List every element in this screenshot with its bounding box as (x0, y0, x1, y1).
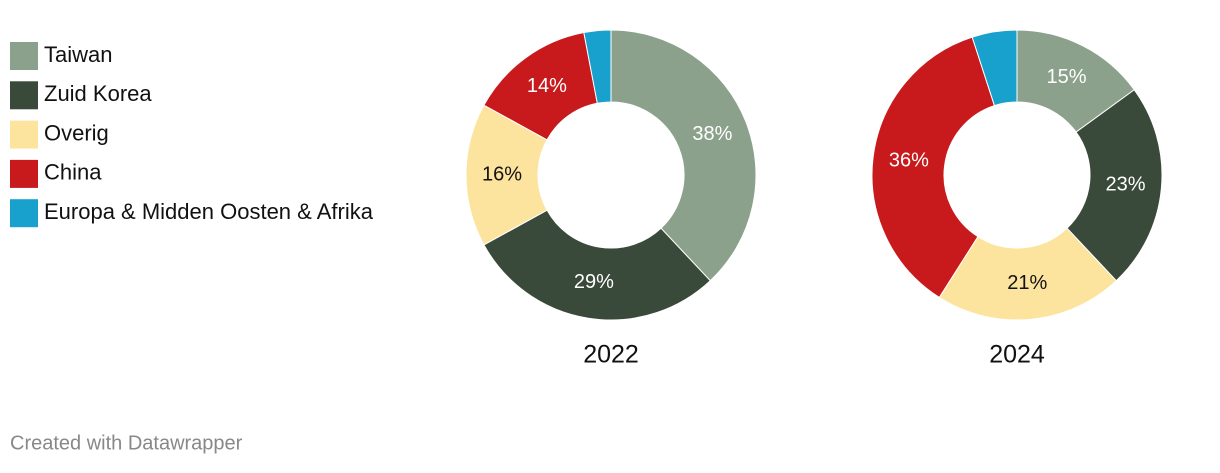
value-label: 38% (692, 123, 732, 145)
donut-slice (938, 227, 1117, 321)
donut-slice (971, 29, 1018, 107)
donut-slice (610, 29, 757, 282)
legend-label: Zuid Korea (44, 81, 152, 106)
value-label: 29% (574, 271, 614, 293)
value-label: 16% (482, 163, 522, 185)
legend-label: Taiwan (44, 42, 112, 67)
legend-label: China (44, 160, 102, 185)
value-label: 23% (1106, 174, 1146, 196)
legend-swatch (10, 159, 38, 188)
value-label: 21% (1007, 272, 1047, 294)
value-label: 14% (527, 75, 567, 97)
donut-slice (583, 29, 612, 104)
footer: Created with Datawrapper (10, 432, 243, 454)
chart-title: 2022 (583, 341, 639, 369)
legend-swatch (10, 81, 38, 110)
donut-slice (871, 36, 996, 299)
legend-swatch (10, 120, 38, 149)
donut-slice (483, 209, 711, 321)
chart-title: 2024 (989, 341, 1045, 369)
legend-label: Overig (44, 120, 109, 145)
donut-slice (1066, 89, 1163, 282)
value-label: 36% (889, 150, 929, 172)
legend-label: Europa & Midden Oosten & Afrika (44, 199, 374, 224)
legend-swatch (10, 199, 38, 228)
value-label: 15% (1046, 66, 1086, 88)
legend-swatch (10, 42, 38, 70)
